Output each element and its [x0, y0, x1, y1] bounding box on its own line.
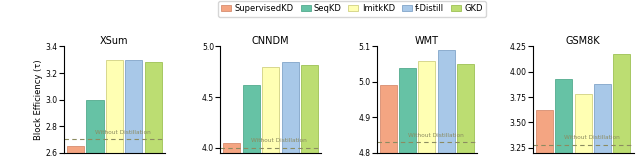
Text: Without Distillation: Without Distillation — [95, 130, 151, 135]
Text: Without Distillation: Without Distillation — [564, 135, 620, 140]
Bar — [438, 50, 455, 153]
Title: XSum: XSum — [100, 36, 129, 46]
Bar — [145, 62, 162, 153]
Bar — [556, 79, 572, 153]
Bar — [262, 67, 279, 153]
Title: CNNDM: CNNDM — [252, 36, 289, 46]
Title: WMT: WMT — [415, 36, 439, 46]
Bar — [86, 100, 104, 153]
Bar — [419, 61, 435, 153]
Bar — [106, 60, 123, 153]
Title: GSM8K: GSM8K — [566, 36, 600, 46]
Bar — [125, 60, 142, 153]
Bar — [301, 65, 318, 153]
Bar — [594, 84, 611, 153]
Bar — [457, 64, 474, 153]
Text: Without Distillation: Without Distillation — [252, 138, 307, 143]
Bar — [243, 85, 260, 153]
Bar — [380, 85, 397, 153]
Bar — [536, 110, 553, 153]
Text: Without Distillation: Without Distillation — [408, 133, 463, 138]
Bar — [575, 94, 592, 153]
Legend: SupervisedKD, SeqKD, ImitkKD, f-Distill, GKD: SupervisedKD, SeqKD, ImitkKD, f-Distill,… — [218, 1, 486, 16]
Y-axis label: Block Efficiency (τ): Block Efficiency (τ) — [34, 59, 43, 140]
Bar — [67, 146, 84, 153]
Bar — [613, 54, 630, 153]
Bar — [223, 143, 241, 153]
Bar — [282, 62, 299, 153]
Bar — [399, 68, 416, 153]
